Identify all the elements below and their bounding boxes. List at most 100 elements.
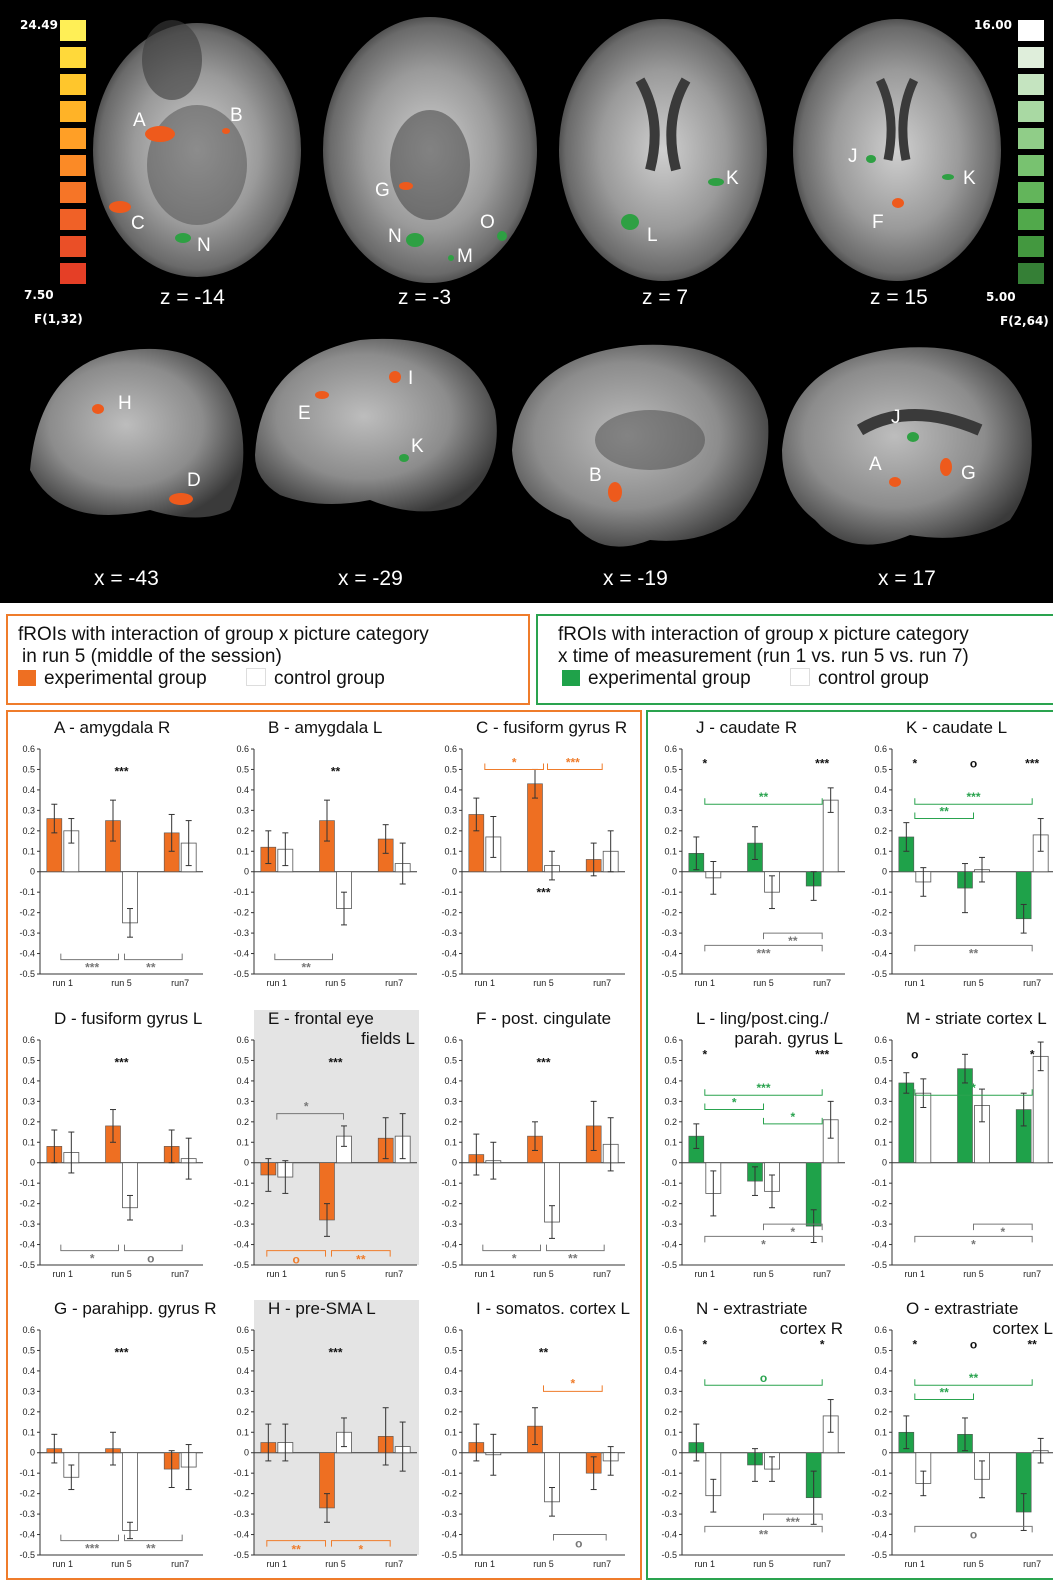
y-tick-label: 0.5 — [874, 764, 887, 774]
axial-slice-2 — [323, 17, 537, 283]
x-tick-label: run 5 — [325, 978, 346, 988]
y-tick-label: -0.2 — [233, 1489, 249, 1499]
significance-stars: ** — [759, 790, 769, 804]
legend-a-subtitle: in run 5 (middle of the session) — [22, 646, 282, 667]
chart-svg: -0.5 -0.4 -0.3 -0.2 -0.1 0 0.1 0.2 0.3 0.4 0.5 0.6 r… — [19, 1325, 203, 1569]
significance-bracket — [763, 1117, 823, 1125]
bar-chart-g: -0.5 -0.4 -0.3 -0.2 -0.1 0 0.1 0.2 0.3 0.4 0.5 0.6 r… — [8, 1295, 216, 1580]
roi-label-e: E — [298, 403, 311, 424]
significance-bracket — [704, 1103, 764, 1111]
slice-label-z3: z = 7 — [642, 286, 689, 309]
significance-stars: ** — [969, 946, 979, 960]
y-tick-label: 0.6 — [22, 1035, 35, 1045]
x-tick-label: run7 — [171, 1559, 189, 1569]
chart-svg: -0.5 -0.4 -0.3 -0.2 -0.1 0 0.1 0.2 0.3 0.4 0.5 0.6 r… — [441, 1325, 625, 1569]
x-tick-label: run 5 — [111, 1559, 132, 1569]
y-tick-label: 0.3 — [664, 1386, 677, 1396]
colorbar-right-min: 5.00 — [986, 290, 1016, 304]
y-tick-label: 0.6 — [444, 1325, 457, 1335]
significance-stars: *** — [328, 1346, 342, 1360]
bar-chart-b: -0.5 -0.4 -0.3 -0.2 -0.1 0 0.1 0.2 0.3 0.4 0.5 0.6 r… — [222, 714, 427, 999]
y-tick-label: 0.4 — [664, 785, 677, 795]
y-tick-label: 0.3 — [664, 1096, 677, 1106]
y-tick-label: 0 — [30, 1448, 35, 1458]
significance-stars: *** — [786, 1515, 800, 1529]
y-tick-label: 0.6 — [236, 1035, 249, 1045]
significance-bracket — [914, 1089, 1033, 1096]
colorbar-swatch — [1018, 20, 1044, 41]
bar-chart-c: -0.5 -0.4 -0.3 -0.2 -0.1 0 0.1 0.2 0.3 0.4 0.5 0.6 r… — [430, 714, 635, 999]
significance-stars: * — [359, 1543, 364, 1557]
y-tick-label: -0.5 — [441, 1550, 457, 1560]
x-tick-label: run7 — [385, 978, 403, 988]
colorbar-swatch — [1018, 263, 1044, 284]
y-tick-label: -0.5 — [441, 969, 457, 979]
chart-title: cortex R — [779, 1319, 843, 1338]
significance-stars: * — [791, 1110, 796, 1124]
y-tick-label: -0.4 — [871, 1240, 887, 1250]
legend-a-items: experimental group control group — [18, 668, 518, 690]
significance-stars: ** — [1028, 1337, 1038, 1351]
slice-label-z1: z = -14 — [160, 286, 225, 309]
x-tick-label: run 1 — [267, 978, 288, 988]
significance-bracket — [704, 1235, 823, 1243]
y-tick-label: -0.5 — [19, 1550, 35, 1560]
bar-chart-j: -0.5 -0.4 -0.3 -0.2 -0.1 0 0.1 0.2 0.3 0.4 0.5 0.6 r… — [650, 714, 855, 999]
significance-stars: * — [912, 1337, 917, 1351]
y-tick-label: 0 — [672, 867, 677, 877]
x-tick-label: run7 — [1023, 978, 1041, 988]
significance-stars: ** — [291, 1543, 301, 1557]
roi-label-i: I — [408, 368, 414, 389]
chart-svg: -0.5 -0.4 -0.3 -0.2 -0.1 0 0.1 0.2 0.3 0.4 0.5 0.6 r… — [233, 744, 417, 988]
x-tick-label: run 5 — [111, 1269, 132, 1279]
colorbar-swatch — [1018, 236, 1044, 257]
bar-chart-o: -0.5 -0.4 -0.3 -0.2 -0.1 0 0.1 0.2 0.3 0.4 0.5 0.6 r… — [860, 1295, 1053, 1580]
y-tick-label: 0.1 — [444, 1427, 457, 1437]
y-tick-label: 0.6 — [874, 1035, 887, 1045]
chart-title: E - frontal eye — [268, 1009, 374, 1028]
chart-svg: -0.5 -0.4 -0.3 -0.2 -0.1 0 0.1 0.2 0.3 0.4 0.5 0.6 r… — [441, 744, 625, 988]
significance-stars: ** — [759, 1527, 769, 1541]
significance-stars: o — [970, 1527, 977, 1541]
chart-svg: -0.5 -0.4 -0.3 -0.2 -0.1 0 0.1 0.2 0.3 0.4 0.5 0.6 r… — [19, 744, 203, 988]
bar-chart-m: -0.5 -0.4 -0.3 -0.2 -0.1 0 0.1 0.2 0.3 0.4 0.5 0.6 r… — [860, 1005, 1053, 1290]
axial-slice-4 — [793, 19, 1001, 281]
legend-group-a: fROIs with interaction of group x pictur… — [6, 614, 530, 705]
bar-chart-l: -0.5 -0.4 -0.3 -0.2 -0.1 0 0.1 0.2 0.3 0.4 0.5 0.6 r… — [650, 1005, 855, 1290]
y-tick-label: 0.5 — [664, 764, 677, 774]
x-tick-label: run7 — [593, 1269, 611, 1279]
y-tick-label: -0.5 — [233, 1550, 249, 1560]
significance-stars: ** — [939, 805, 949, 819]
y-tick-label: 0 — [30, 867, 35, 877]
significance-stars: *** — [536, 1056, 550, 1070]
significance-stars: *** — [815, 756, 829, 770]
slice-label-z4: z = 15 — [870, 286, 928, 309]
slice-label-x2: x = -29 — [338, 567, 403, 590]
control-swatch — [789, 668, 810, 686]
y-tick-label: -0.3 — [233, 1219, 249, 1229]
y-tick-label: 0.2 — [874, 1117, 887, 1127]
x-tick-label: run 5 — [111, 978, 132, 988]
activation-blobs — [92, 126, 954, 505]
colorbar-swatch — [60, 47, 86, 68]
y-tick-label: -0.5 — [871, 969, 887, 979]
y-tick-label: -0.2 — [441, 1489, 457, 1499]
chart-svg: -0.5 -0.4 -0.3 -0.2 -0.1 0 0.1 0.2 0.3 0.4 0.5 0.6 r… — [661, 1325, 845, 1569]
y-tick-label: -0.1 — [661, 1468, 677, 1478]
y-tick-label: -0.4 — [19, 1530, 35, 1540]
y-tick-label: 0.4 — [874, 785, 887, 795]
y-tick-label: 0.6 — [444, 744, 457, 754]
roi-label-o: O — [480, 212, 495, 233]
significance-stars: * — [702, 1047, 707, 1061]
roi-label-k2: K — [963, 168, 976, 189]
significance-bracket — [266, 1250, 326, 1257]
y-tick-label: 0.6 — [664, 744, 677, 754]
x-tick-label: run 1 — [267, 1559, 288, 1569]
chart-svg: -0.5 -0.4 -0.3 -0.2 -0.1 0 0.1 0.2 0.3 0.4 0.5 0.6 r… — [661, 1035, 845, 1279]
y-tick-label: 0.3 — [874, 805, 887, 815]
slice-label-x4: x = 17 — [878, 567, 936, 590]
y-tick-label: 0.4 — [444, 1366, 457, 1376]
y-tick-label: 0.6 — [664, 1035, 677, 1045]
colorbar-swatch — [1018, 74, 1044, 95]
legend-b-subtitle: x time of measurement (run 1 vs. run 5 v… — [558, 646, 969, 667]
